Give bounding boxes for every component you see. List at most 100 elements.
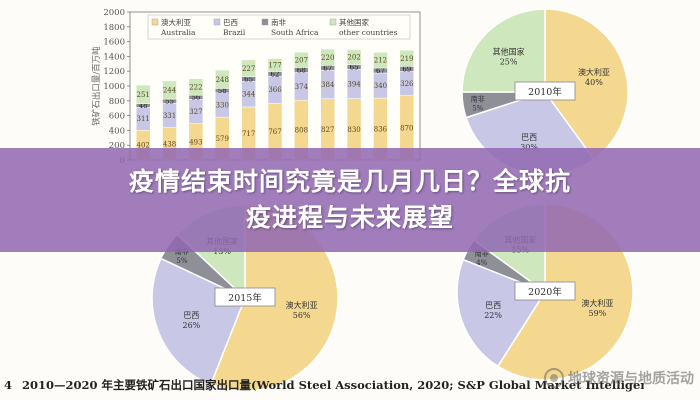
bar-value-label: 219 [400, 55, 413, 63]
bar-value-label: 251 [136, 91, 149, 99]
pie-slice-percent: 40% [585, 78, 603, 87]
headline-banner[interactable]: 疫情结束时间究竟是几月几日？全球抗 疫进程与未来展望 [0, 148, 700, 252]
pie-slice [544, 8, 629, 161]
bar-value-label: 327 [189, 108, 202, 116]
pie-slice-name: 巴西 [485, 301, 501, 310]
y-tick-label: 800 [109, 97, 125, 107]
pie-slice-percent: 30% [520, 143, 538, 152]
legend-box [147, 14, 411, 40]
bar-value-label: 344 [242, 91, 256, 99]
bar-value-label: 579 [216, 135, 229, 143]
bar-segment [267, 58, 283, 72]
bar-value-label: 394 [347, 81, 361, 89]
pie-slice-name: 巴西 [521, 133, 537, 142]
legend-swatch [151, 18, 159, 26]
legend-label-en: Australia [160, 28, 196, 37]
pie-slice-name: 其他国家 [493, 47, 525, 57]
pie-year-box [514, 281, 576, 301]
bar-value-label: 177 [268, 62, 281, 70]
bar-value-label: 55 [165, 98, 174, 106]
bar-value-label: 402 [136, 142, 149, 150]
pie-year-box [214, 287, 276, 307]
bar-value-label: 438 [163, 140, 176, 148]
watermark: 地球资源与地质活动 [544, 358, 694, 398]
bar-value-label: 326 [400, 80, 414, 88]
bar-segment [373, 52, 388, 69]
bar-value-label: 331 [163, 112, 176, 120]
bar-value-label: 870 [400, 124, 413, 132]
bar-value-label: 830 [347, 126, 360, 134]
y-tick-label: 1400 [103, 52, 125, 62]
pie-slice [461, 8, 546, 93]
bar-value-label: 65 [244, 76, 253, 84]
bar-value-label: 244 [163, 86, 177, 94]
bar-value-label: 68 [297, 67, 306, 75]
legend-swatch [329, 18, 337, 26]
bar-value-label: 220 [321, 54, 334, 62]
figure-number: 4 [4, 378, 13, 392]
headline-line-2: 疫进程与未来展望 [245, 203, 454, 232]
stacked-bar-chart: 0200400600800100012001400160018002000铁矿石… [91, 8, 421, 166]
y-tick-label: 1200 [103, 67, 125, 77]
pie-slice-percent: 56% [293, 311, 311, 320]
bar-value-label: 202 [347, 54, 360, 62]
bar-value-label: 311 [136, 115, 149, 123]
pie-slice-percent: 5% [176, 257, 187, 265]
legend-swatch [213, 18, 221, 26]
legend-label-zh: 其他国家 [339, 17, 369, 27]
bar-value-label: 248 [216, 76, 229, 84]
pie-slice-name: 澳大利亚 [286, 300, 318, 310]
bar-value-label: 366 [268, 86, 282, 94]
bar-value-label: 767 [268, 128, 281, 136]
y-tick-label: 1600 [103, 38, 125, 48]
bar-segment [135, 84, 151, 104]
pie-slice-name: 南非 [475, 249, 489, 258]
bar-segment [188, 78, 204, 96]
bar-value-label: 717 [242, 130, 255, 138]
bar-segment [346, 49, 362, 65]
bar-value-label: 227 [242, 65, 255, 73]
bar-segment [320, 48, 335, 66]
bar-value-label: 58 [218, 87, 227, 95]
bar-segment [215, 69, 230, 89]
bar-value-label: 62 [271, 70, 280, 78]
bar-segment [294, 51, 309, 68]
bar-value-label: 222 [189, 83, 202, 91]
y-axis-label: 铁矿石出口量/百万吨 [91, 46, 102, 126]
bar-value-label: 827 [321, 126, 334, 134]
bar-value-label: 69 [402, 65, 411, 73]
bar-value-label: 836 [374, 126, 388, 134]
legend-label-zh: 澳大利亚 [161, 17, 191, 27]
bar-value-label: 340 [374, 82, 387, 90]
y-tick-label: 200 [109, 141, 125, 151]
legend-label-zh: 巴西 [223, 18, 238, 27]
pie-slice-percent: 59% [589, 309, 607, 318]
y-tick-label: 1800 [103, 23, 125, 33]
bar-value-label: 330 [216, 101, 229, 109]
pie-slice-name: 澳大利亚 [581, 298, 613, 308]
bar-segment [162, 80, 177, 100]
figure-caption: 4 2010—2020 年主要铁矿石出口国家出口量(World Steel Ass… [4, 374, 644, 396]
bar-value-label: 67 [323, 64, 332, 72]
bar-value-label: 67 [376, 67, 385, 75]
bar-value-label: 493 [189, 138, 202, 146]
pie-year-label: 2015年 [228, 292, 262, 304]
legend-swatch [261, 18, 269, 26]
legend-label-en: Brazil [223, 28, 246, 37]
bar-segment [241, 59, 256, 77]
y-tick-label: 2000 [103, 8, 125, 18]
pie-slice-percent: 5% [472, 105, 483, 113]
y-tick-label: 600 [109, 112, 125, 122]
bar-value-label: 384 [321, 81, 335, 89]
legend-label-en: other countries [339, 28, 398, 37]
pie-slice-name: 澳大利亚 [578, 67, 610, 77]
y-tick-label: 400 [109, 126, 125, 136]
figure-caption-text: 2010—2020 年主要铁矿石出口国家出口量(World Steel Asso… [22, 378, 644, 392]
bar-value-label: 65 [350, 64, 359, 72]
legend-label-en: South Africa [271, 28, 319, 37]
pie-slice-percent: 4% [476, 259, 487, 267]
headline-line-1: 疫情结束时间究竟是几月几日？全球抗 [128, 167, 571, 196]
watermark-text: 地球资源与地质活动 [568, 371, 694, 387]
pie-year-label: 2010年 [528, 86, 562, 98]
